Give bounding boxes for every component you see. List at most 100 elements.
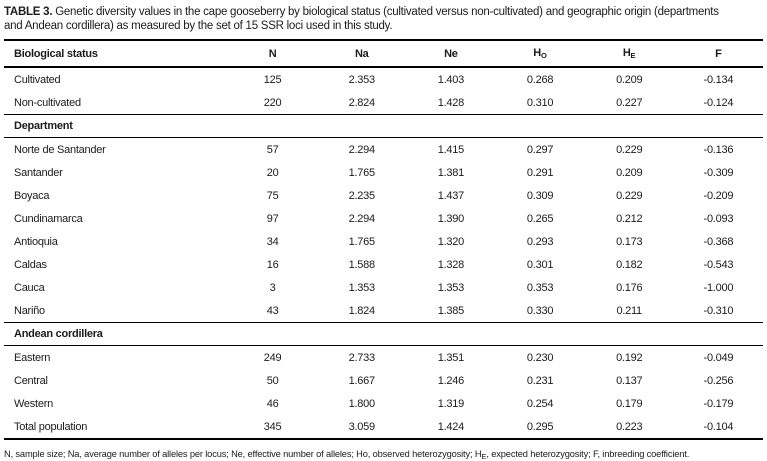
value-cell: -1.000 bbox=[703, 281, 734, 294]
table-row: Eastern 249 2.733 1.351 0.230 0.192 -0.049 bbox=[4, 346, 763, 370]
row-label-cell: Total population bbox=[14, 420, 88, 433]
value-cell: -0.093 bbox=[703, 212, 734, 225]
table-row: Cundinamarca 97 2.294 1.390 0.265 0.212 -0.093 bbox=[4, 207, 763, 230]
table-row: Antioquia 34 1.765 1.320 0.293 0.173 -0.368 bbox=[4, 230, 763, 253]
value-cell: 0.297 bbox=[526, 143, 554, 156]
value-cell: 50 bbox=[266, 374, 279, 387]
column-header: Ne bbox=[406, 40, 496, 68]
value-cell: 1.437 bbox=[437, 189, 465, 202]
column-header: Na bbox=[317, 40, 407, 68]
value-cell: 3 bbox=[269, 281, 276, 294]
value-cell: 1.765 bbox=[348, 166, 376, 179]
value-cell: 1.588 bbox=[348, 258, 376, 271]
value-cell: 1.403 bbox=[437, 73, 465, 86]
row-label-cell: Cauca bbox=[14, 281, 45, 294]
value-cell: 0.268 bbox=[526, 73, 554, 86]
table-row: Norte de Santander 57 2.294 1.415 0.297 0.229… bbox=[4, 138, 763, 162]
value-cell: -0.543 bbox=[703, 258, 734, 271]
value-cell: 0.330 bbox=[526, 304, 554, 317]
row-label-cell: Boyaca bbox=[14, 189, 50, 202]
value-cell: 0.293 bbox=[526, 235, 554, 248]
table-row: Nariño 43 1.824 1.385 0.330 0.211 -0.310 bbox=[4, 299, 763, 323]
table-row: Boyaca 75 2.235 1.437 0.309 0.229 -0.209 bbox=[4, 184, 763, 207]
value-cell: -0.136 bbox=[703, 143, 734, 156]
row-label-cell: Cundinamarca bbox=[14, 212, 83, 225]
value-cell: 0.212 bbox=[616, 212, 643, 225]
value-cell: -0.256 bbox=[703, 374, 734, 387]
value-cell: 2.235 bbox=[348, 189, 376, 202]
value-cell: 0.229 bbox=[616, 189, 643, 202]
value-cell: 1.353 bbox=[437, 281, 465, 294]
table-row: Cultivated 125 2.353 1.403 0.268 0.209 -0.134 bbox=[4, 67, 763, 91]
column-header: HO bbox=[495, 40, 585, 68]
table-row: Western 46 1.800 1.319 0.254 0.179 -0.179 bbox=[4, 392, 763, 415]
value-cell: 0.176 bbox=[616, 281, 643, 294]
value-cell: -0.104 bbox=[703, 420, 734, 433]
value-cell: 1.351 bbox=[437, 351, 465, 364]
value-cell: 1.424 bbox=[437, 420, 465, 433]
value-cell: 75 bbox=[266, 189, 279, 202]
value-cell: -0.310 bbox=[703, 304, 734, 317]
value-cell: 0.173 bbox=[616, 235, 643, 248]
row-label-cell: Western bbox=[14, 397, 54, 410]
footnote-text-2: , expected heterozygosity; F, inbreeding… bbox=[486, 449, 690, 459]
value-cell: 0.265 bbox=[526, 212, 554, 225]
value-cell: 0.291 bbox=[526, 166, 554, 179]
value-cell: 46 bbox=[266, 397, 279, 410]
row-label-cell: Santander bbox=[14, 166, 63, 179]
value-cell: 345 bbox=[263, 420, 282, 433]
table-caption-text: Genetic diversity values in the cape goo… bbox=[52, 6, 719, 18]
value-cell: 16 bbox=[266, 258, 279, 271]
value-cell: 0.231 bbox=[526, 374, 554, 387]
value-cell: 220 bbox=[263, 96, 282, 109]
table-caption-line2: and Andean cordillera) as measured by th… bbox=[4, 20, 393, 32]
value-cell: 0.179 bbox=[616, 397, 643, 410]
diversity-table-body: Cultivated 125 2.353 1.403 0.268 0.209 -0.134 N… bbox=[4, 67, 763, 439]
table-row: Central 50 1.667 1.246 0.231 0.137 -0.256 bbox=[4, 369, 763, 392]
value-cell: 0.295 bbox=[526, 420, 554, 433]
value-cell: 1.385 bbox=[437, 304, 465, 317]
value-cell: 0.229 bbox=[616, 143, 643, 156]
table-caption-line1: TABLE 3. Genetic diversity values in the… bbox=[4, 5, 763, 19]
column-header: Biological status bbox=[4, 40, 228, 68]
value-cell: 0.254 bbox=[526, 397, 554, 410]
value-cell: 2.294 bbox=[348, 212, 376, 225]
table-header-row: Biological status N Na Ne HO HE F bbox=[4, 40, 763, 68]
value-cell: 20 bbox=[266, 166, 279, 179]
value-cell: -0.049 bbox=[703, 351, 734, 364]
column-header: N bbox=[228, 40, 318, 68]
value-cell: 2.733 bbox=[348, 351, 376, 364]
value-cell: 1.824 bbox=[348, 304, 376, 317]
value-cell: 1.415 bbox=[437, 143, 465, 156]
value-cell: 1.319 bbox=[437, 397, 465, 410]
value-cell: 0.209 bbox=[616, 73, 643, 86]
value-cell: 0.137 bbox=[616, 374, 643, 387]
value-cell: 57 bbox=[266, 143, 279, 156]
value-cell: 1.328 bbox=[437, 258, 465, 271]
value-cell: 1.381 bbox=[437, 166, 465, 179]
value-cell: 43 bbox=[266, 304, 279, 317]
value-cell: -0.124 bbox=[703, 96, 734, 109]
section-header-label: Andean cordillera bbox=[4, 322, 763, 346]
value-cell: 0.192 bbox=[616, 351, 643, 364]
row-label-cell: Caldas bbox=[14, 258, 47, 271]
value-cell: 2.824 bbox=[348, 96, 376, 109]
table-row: Cauca 3 1.353 1.353 0.353 0.176 -1.000 bbox=[4, 276, 763, 299]
value-cell: -0.368 bbox=[703, 235, 734, 248]
column-header: HE bbox=[584, 40, 674, 68]
value-cell: -0.179 bbox=[703, 397, 734, 410]
section-header-row: Department bbox=[4, 114, 763, 138]
row-label-cell: Non-cultivated bbox=[14, 96, 81, 109]
value-cell: 125 bbox=[263, 73, 282, 86]
table-caption: TABLE 3. Genetic diversity values in the… bbox=[4, 5, 763, 33]
value-cell: 0.310 bbox=[526, 96, 554, 109]
row-label-cell: Central bbox=[14, 374, 48, 387]
value-cell: 0.211 bbox=[616, 304, 642, 317]
value-cell: -0.209 bbox=[703, 189, 734, 202]
row-label-cell: Cultivated bbox=[14, 73, 61, 86]
genetic-diversity-table: Biological status N Na Ne HO HE F Cultivated 12… bbox=[4, 39, 763, 440]
value-cell: 0.230 bbox=[526, 351, 554, 364]
table-row: Total population 345 3.059 1.424 0.295 0.223 -… bbox=[4, 415, 763, 439]
value-cell: -0.309 bbox=[703, 166, 734, 179]
